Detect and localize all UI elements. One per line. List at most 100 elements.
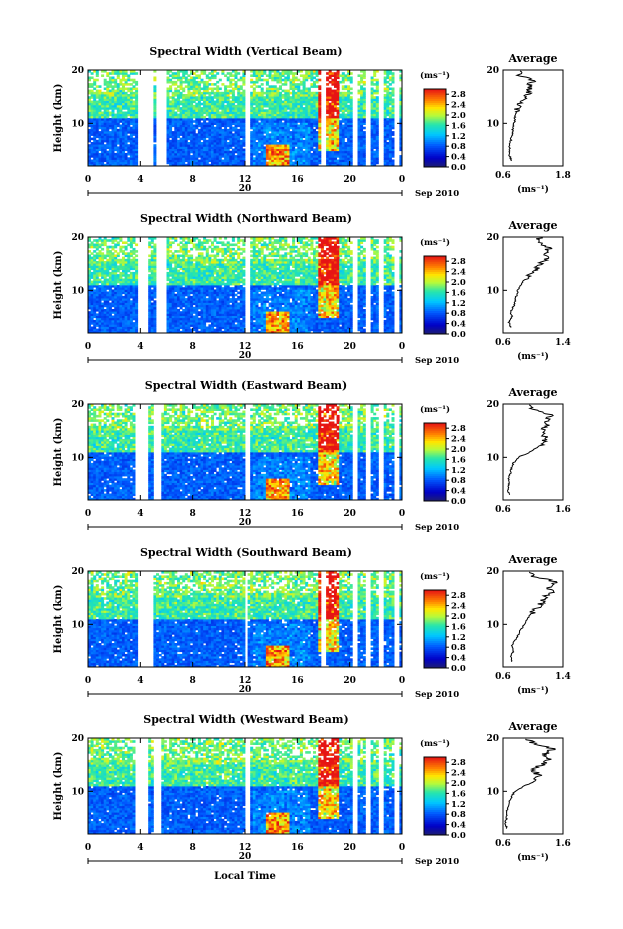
heatmap-cell: [124, 144, 128, 147]
heatmap-cell: [88, 144, 91, 147]
heatmap-cell: [192, 115, 196, 119]
heatmap-cell: [98, 89, 102, 93]
heatmap-cell: [195, 85, 199, 88]
heatmap-cell: [208, 83, 212, 86]
heatmap-cell: [221, 142, 225, 145]
heatmap-cell: [190, 135, 194, 139]
heatmap-cell: [90, 133, 94, 136]
heatmap-cell: [114, 131, 118, 134]
heatmap-cell: [216, 109, 220, 112]
heatmap-cell: [132, 139, 136, 143]
heatmap-cell: [179, 311, 183, 314]
heatmap-cell: [88, 133, 91, 136]
heatmap-cell: [190, 122, 194, 125]
heatmap-cell: [106, 91, 110, 95]
heatmap-cell: [179, 83, 183, 86]
heatmap-cell: [132, 161, 136, 165]
heatmap-cell: [208, 163, 212, 167]
heatmap-cell: [103, 126, 107, 130]
heatmap-cell: [205, 85, 209, 88]
heatmap-cell: [174, 89, 178, 93]
heatmap-cell: [179, 131, 183, 134]
heatmap-cell: [190, 98, 194, 101]
heatmap-cell: [195, 111, 199, 115]
heatmap-cell: [153, 139, 157, 143]
heatmap-cell: [166, 120, 170, 123]
heatmap-cell: [208, 131, 212, 134]
heatmap-cell: [177, 85, 180, 88]
heatmap-cell: [114, 96, 118, 99]
heatmap-cell: [98, 118, 102, 121]
heatmap-cell: [187, 115, 191, 119]
heatmap-cell: [187, 104, 191, 108]
heatmap-cell: [205, 100, 209, 104]
heatmap-cell: [216, 159, 220, 163]
heatmap-cell: [182, 150, 186, 154]
heatmap-cell: [177, 309, 180, 312]
heatmap-cell: [200, 128, 204, 132]
x-tick-label: 0: [399, 175, 405, 185]
heatmap-cell: [166, 104, 170, 108]
heatmap-cell: [135, 250, 139, 253]
heatmap-cell: [197, 115, 201, 119]
heatmap-cell: [211, 109, 214, 112]
heatmap-cell: [260, 87, 264, 91]
heatmap-cell: [106, 72, 110, 75]
heatmap-cell: [108, 120, 112, 123]
heatmap-cell: [132, 124, 136, 128]
heatmap-cell: [203, 87, 207, 91]
heatmap-cell: [216, 94, 220, 97]
heatmap-cell: [184, 133, 188, 136]
heatmap-cell: [119, 72, 123, 75]
heatmap-cell: [184, 94, 188, 97]
heatmap-cell: [224, 137, 228, 141]
heatmap-cell: [203, 161, 207, 165]
heatmap-cell: [211, 115, 214, 119]
heatmap-cell: [106, 137, 110, 141]
heatmap-cell: [124, 241, 128, 244]
heatmap-cell: [211, 111, 214, 115]
heatmap-cell: [106, 120, 110, 123]
heatmap-cell: [171, 252, 175, 255]
heatmap-cell: [114, 118, 118, 121]
heatmap-cell: [182, 157, 186, 160]
heatmap-cell: [124, 94, 128, 97]
heatmap-cell: [103, 118, 107, 121]
heatmap-cell: [190, 100, 194, 104]
heatmap-cell: [135, 159, 139, 163]
heatmap-cell: [95, 146, 99, 149]
heatmap-cell: [192, 163, 196, 167]
heatmap-cell: [101, 161, 105, 165]
heatmap-cell: [211, 96, 214, 99]
heatmap-cell: [216, 124, 220, 128]
heatmap-cell: [336, 80, 340, 84]
heatmap-cell: [187, 157, 191, 160]
heatmap-cell: [106, 144, 110, 147]
heatmap-cell: [213, 163, 217, 167]
heatmap-cell: [213, 133, 217, 136]
heatmap-cell: [174, 87, 178, 91]
heatmap-cell: [122, 85, 125, 88]
heatmap-cell: [203, 159, 207, 163]
heatmap-cell: [197, 83, 201, 86]
heatmap-cell: [148, 274, 152, 277]
heatmap-cell: [177, 157, 180, 160]
heatmap-cell: [218, 78, 222, 82]
heatmap-cell: [101, 113, 105, 117]
heatmap-cell: [328, 80, 332, 84]
heatmap-cell: [237, 72, 241, 75]
heatmap-cell: [169, 100, 173, 104]
heatmap-cell: [182, 76, 186, 80]
heatmap-cell: [88, 104, 91, 108]
heatmap-cell: [153, 85, 157, 88]
heatmap-cell: [153, 124, 157, 128]
heatmap-cell: [187, 96, 191, 99]
heatmap-cell: [101, 137, 105, 141]
heatmap-cell: [93, 80, 97, 84]
heatmap-cell: [313, 80, 316, 84]
heatmap-cell: [373, 89, 377, 93]
heatmap-cell: [263, 135, 267, 139]
heatmap-cell: [122, 113, 125, 117]
heatmap-cell: [93, 113, 97, 117]
heatmap-cell: [221, 146, 225, 149]
